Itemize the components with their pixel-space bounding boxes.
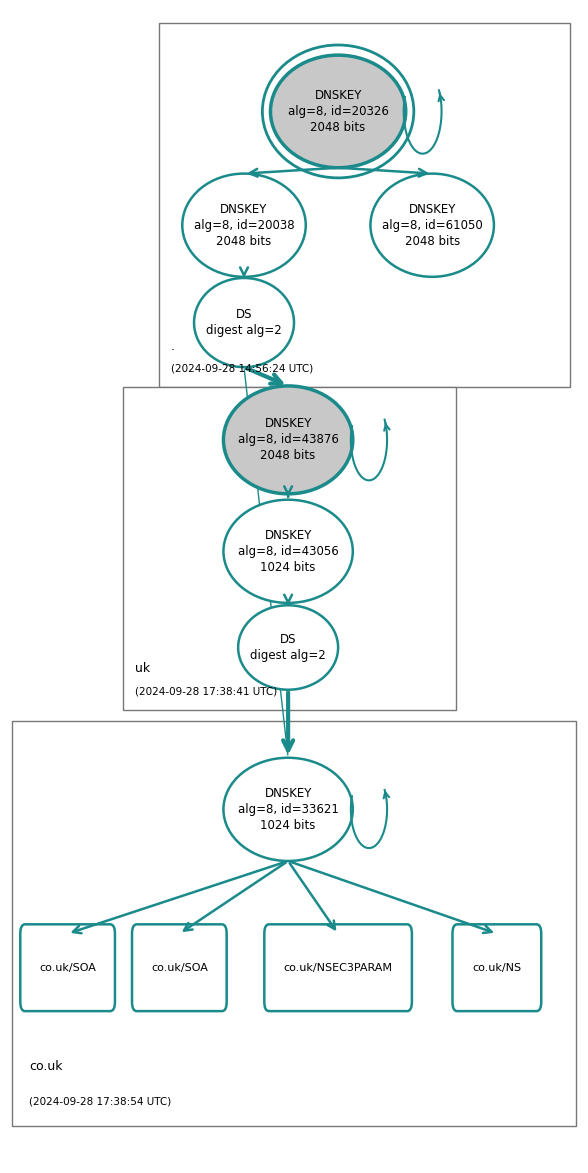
FancyBboxPatch shape: [123, 387, 456, 710]
Ellipse shape: [194, 278, 294, 367]
Text: (2024-09-28 17:38:41 UTC): (2024-09-28 17:38:41 UTC): [135, 686, 278, 697]
Text: DNSKEY
alg=8, id=43056
1024 bits: DNSKEY alg=8, id=43056 1024 bits: [238, 529, 339, 574]
Text: DNSKEY
alg=8, id=61050
2048 bits: DNSKEY alg=8, id=61050 2048 bits: [382, 203, 483, 248]
Text: co.uk/SOA: co.uk/SOA: [151, 963, 208, 972]
FancyBboxPatch shape: [21, 924, 115, 1011]
Ellipse shape: [270, 55, 406, 168]
Text: co.uk/SOA: co.uk/SOA: [39, 963, 96, 972]
Text: DNSKEY
alg=8, id=33621
1024 bits: DNSKEY alg=8, id=33621 1024 bits: [238, 787, 339, 832]
Text: uk: uk: [135, 662, 151, 676]
Text: co.uk: co.uk: [29, 1059, 63, 1073]
Text: .: .: [171, 339, 175, 353]
Text: DS
digest alg=2: DS digest alg=2: [250, 633, 326, 662]
Ellipse shape: [223, 758, 353, 861]
Ellipse shape: [223, 500, 353, 603]
Ellipse shape: [223, 386, 353, 494]
Text: (2024-09-28 17:38:54 UTC): (2024-09-28 17:38:54 UTC): [29, 1097, 172, 1107]
FancyBboxPatch shape: [12, 721, 576, 1126]
FancyBboxPatch shape: [264, 924, 412, 1011]
FancyBboxPatch shape: [132, 924, 226, 1011]
Text: co.uk/NSEC3PARAM: co.uk/NSEC3PARAM: [283, 963, 393, 972]
Ellipse shape: [182, 174, 306, 277]
FancyBboxPatch shape: [159, 23, 570, 387]
Text: co.uk/NS: co.uk/NS: [472, 963, 522, 972]
Text: DNSKEY
alg=8, id=20038
2048 bits: DNSKEY alg=8, id=20038 2048 bits: [193, 203, 295, 248]
Text: DNSKEY
alg=8, id=43876
2048 bits: DNSKEY alg=8, id=43876 2048 bits: [238, 418, 339, 462]
Text: (2024-09-28 14:56:24 UTC): (2024-09-28 14:56:24 UTC): [171, 364, 313, 374]
Ellipse shape: [238, 605, 338, 690]
Text: DNSKEY
alg=8, id=20326
2048 bits: DNSKEY alg=8, id=20326 2048 bits: [288, 89, 389, 134]
Text: DS
digest alg=2: DS digest alg=2: [206, 308, 282, 337]
FancyBboxPatch shape: [452, 924, 541, 1011]
Ellipse shape: [370, 174, 494, 277]
